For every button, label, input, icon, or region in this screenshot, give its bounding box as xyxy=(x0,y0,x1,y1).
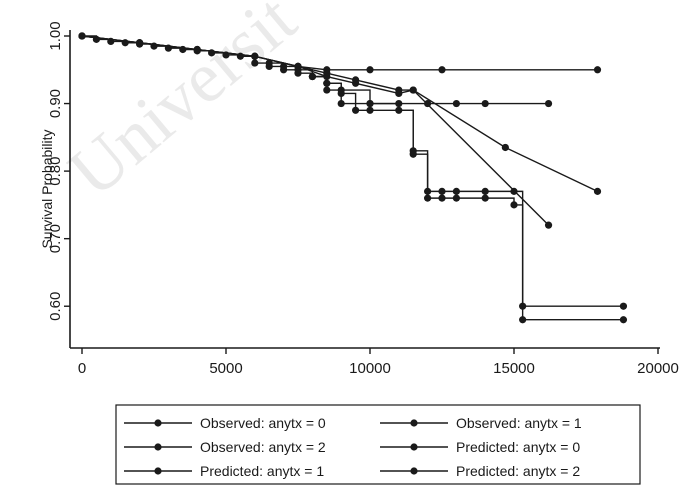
legend-label: Predicted: anytx = 0 xyxy=(456,439,580,455)
legend-item: Observed: anytx = 2 xyxy=(124,439,326,455)
data-point xyxy=(366,99,374,108)
data-point xyxy=(136,39,144,47)
data-point xyxy=(619,316,628,324)
y-tick-label: 0.80 xyxy=(47,157,64,186)
data-point xyxy=(251,59,259,67)
legend-item: Observed: anytx = 0 xyxy=(124,415,326,431)
data-point xyxy=(438,66,446,74)
data-point xyxy=(352,79,360,87)
data-point xyxy=(452,187,460,195)
data-point xyxy=(481,187,489,195)
data-point xyxy=(452,99,460,108)
legend-marker xyxy=(154,467,162,475)
data-point xyxy=(78,32,86,40)
data-point xyxy=(366,66,374,74)
data-point xyxy=(619,302,628,310)
data-point xyxy=(366,106,374,114)
legend-label: Observed: anytx = 2 xyxy=(200,439,326,455)
legend-marker xyxy=(154,443,162,451)
legend-label: Observed: anytx = 0 xyxy=(200,415,326,431)
data-point xyxy=(352,106,360,114)
data-point xyxy=(409,147,417,155)
data-point xyxy=(308,72,316,81)
data-point xyxy=(251,52,259,60)
y-tick-label: 0.70 xyxy=(47,224,64,253)
data-point xyxy=(510,201,518,209)
data-point xyxy=(395,99,403,108)
y-axis-title: Survival Probability xyxy=(39,129,55,248)
series-group xyxy=(78,32,628,324)
watermark-text: Universit xyxy=(54,0,311,212)
legend-box xyxy=(115,404,641,485)
legend-item: Observed: anytx = 1 xyxy=(380,415,582,431)
y-tick-label: 0.90 xyxy=(47,89,64,118)
legend-item: Predicted: anytx = 0 xyxy=(380,439,580,455)
legend-label: Predicted: anytx = 1 xyxy=(200,463,324,479)
data-point xyxy=(452,194,460,202)
data-point xyxy=(323,86,331,94)
data-point xyxy=(323,72,331,81)
series-2 xyxy=(265,59,553,108)
data-point xyxy=(280,62,288,70)
watermark: Universit xyxy=(54,0,311,212)
x-tick-label: 20000 xyxy=(637,360,679,377)
data-point xyxy=(395,106,403,114)
series-5 xyxy=(78,32,602,195)
x-tick-label: 0 xyxy=(78,360,86,377)
data-point xyxy=(481,194,489,202)
legend-item: Predicted: anytx = 2 xyxy=(380,463,580,479)
y-tick-label: 1.00 xyxy=(47,21,64,50)
legend-label: Predicted: anytx = 2 xyxy=(456,463,580,479)
data-point xyxy=(438,194,446,202)
data-point xyxy=(409,86,417,94)
data-point xyxy=(544,221,553,229)
data-point xyxy=(593,66,602,74)
y-tick-label: 0.60 xyxy=(47,292,64,321)
legend-marker xyxy=(410,443,418,451)
data-point xyxy=(265,59,273,67)
legend-marker xyxy=(410,419,418,427)
data-point xyxy=(519,316,527,324)
series-1 xyxy=(308,72,628,324)
legend-label: Observed: anytx = 1 xyxy=(456,415,582,431)
data-point xyxy=(424,194,432,202)
data-point xyxy=(544,99,553,108)
legend-marker xyxy=(410,467,418,475)
legend-item: Predicted: anytx = 1 xyxy=(124,463,324,479)
axes: 0 5000 10000 15000 20000 0.60 0.70 0.80 0.90 1.00… xyxy=(39,21,679,377)
data-point xyxy=(438,187,446,195)
legend-marker xyxy=(154,419,162,427)
data-point xyxy=(501,143,509,152)
legend: Observed: anytx = 0 Observed: anytx = 1 Ob… xyxy=(115,404,641,485)
data-point xyxy=(337,99,345,108)
data-point xyxy=(395,89,403,98)
x-tick-label: 10000 xyxy=(349,360,391,377)
data-point xyxy=(593,187,602,195)
series-line xyxy=(312,75,624,321)
data-point xyxy=(294,62,302,70)
x-tick-label: 15000 xyxy=(493,360,535,377)
data-point xyxy=(481,99,489,108)
data-point xyxy=(193,45,201,54)
x-tick-label: 5000 xyxy=(209,360,242,377)
